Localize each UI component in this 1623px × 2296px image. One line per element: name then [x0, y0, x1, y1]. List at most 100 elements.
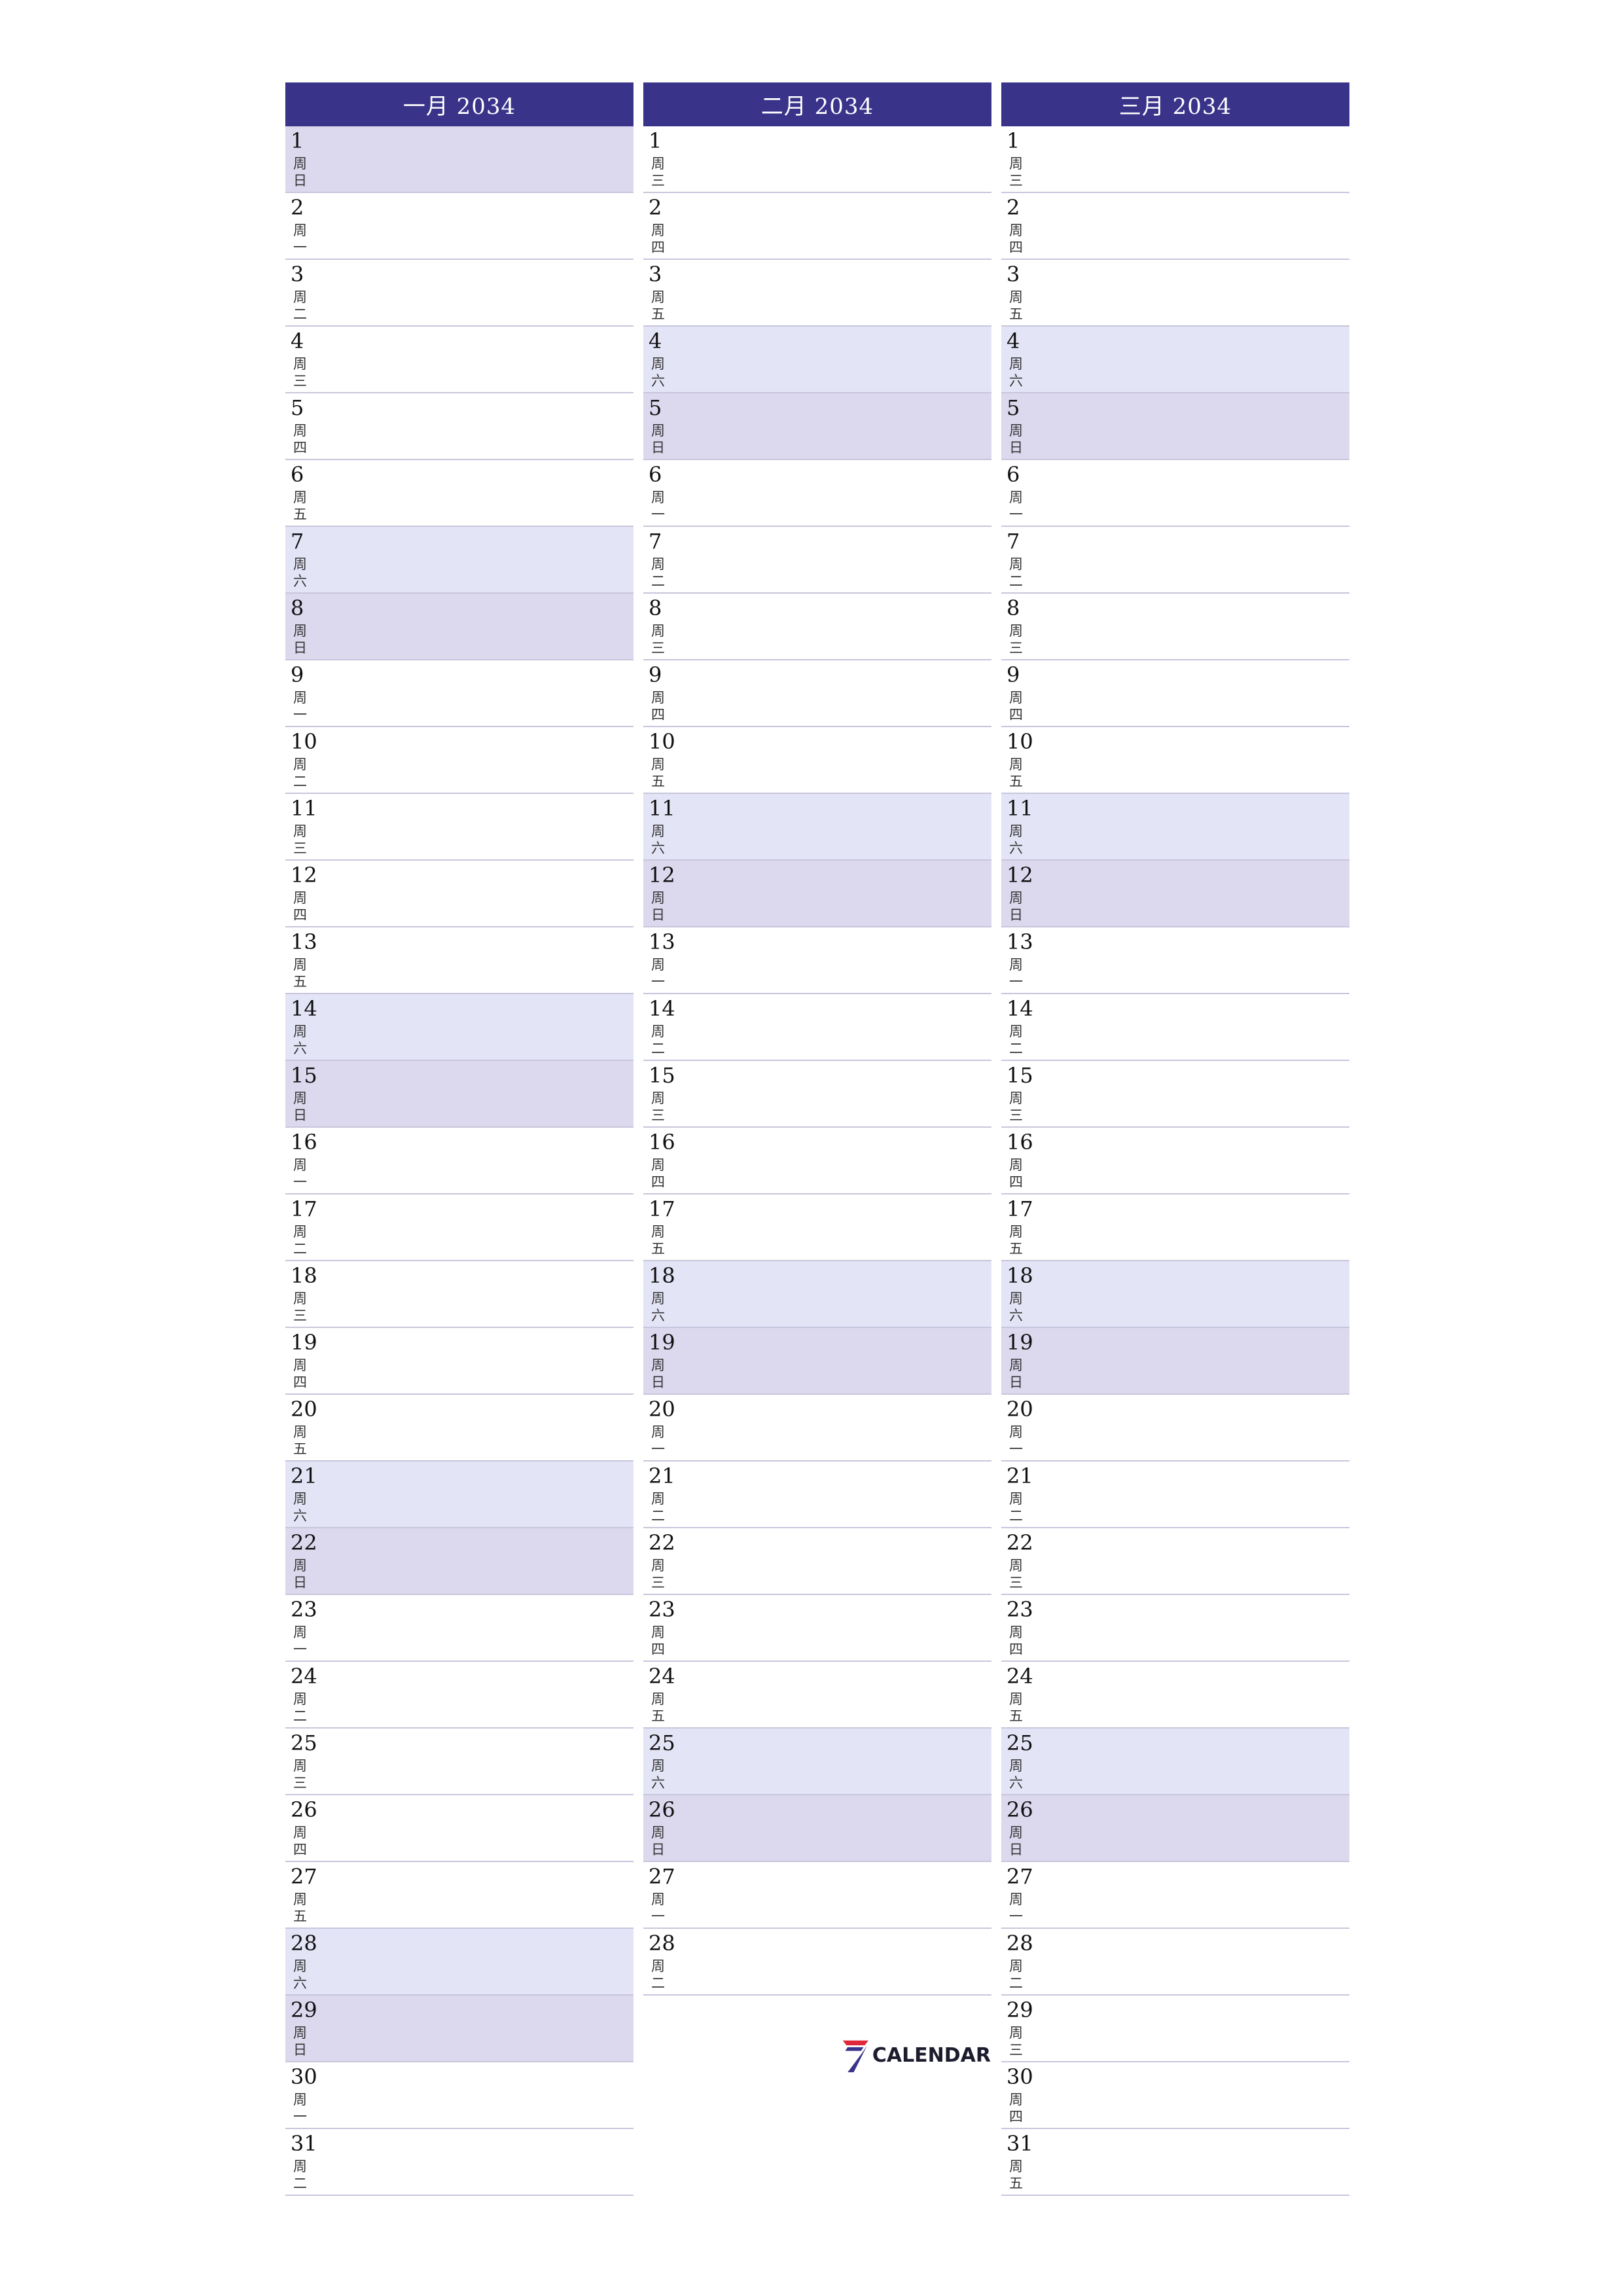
weekday-label: 周四: [1009, 223, 1023, 255]
day-row: 16 周四: [643, 1128, 991, 1194]
day-row: 11 周六: [1001, 794, 1349, 861]
day-number: 10: [291, 729, 317, 754]
day-number: 12: [291, 863, 317, 888]
day-number: 24: [649, 1664, 675, 1689]
day-number: 25: [1007, 1731, 1033, 1755]
weekday-label: 周三: [651, 1090, 665, 1123]
day-number: 25: [649, 1731, 675, 1755]
day-number: 27: [649, 1864, 675, 1889]
day-number: 15: [649, 1063, 675, 1088]
day-number: 3: [1007, 262, 1020, 287]
month-header: 二月 2034: [643, 82, 991, 126]
day-row: 4 周三: [285, 327, 633, 393]
day-row: 15 周三: [643, 1061, 991, 1128]
weekday-label: 周日: [651, 1357, 665, 1390]
day-list: 1 周三 2 周四 3 周五 4 周六 5 周日 6 周一 7 周二 8 周三 9 周四 10 周五 11 周六 12 周日 1…: [1001, 126, 1349, 2196]
weekday-label: 周六: [1009, 356, 1023, 389]
weekday-label: 周日: [293, 156, 307, 188]
day-number: 26: [1007, 1797, 1033, 1822]
day-row: 14 周二: [643, 994, 991, 1061]
day-row: 12 周日: [1001, 861, 1349, 927]
day-number: 14: [649, 996, 675, 1021]
day-row: 7 周二: [1001, 527, 1349, 594]
weekday-label: 周五: [1009, 2159, 1023, 2191]
weekday-label: 周日: [293, 2025, 307, 2058]
weekday-label: 周六: [293, 1958, 307, 1991]
day-row: 28 周二: [643, 1929, 991, 1996]
day-number: 1: [1007, 128, 1020, 153]
weekday-label: 周五: [651, 757, 665, 789]
day-row: 14 周二: [1001, 994, 1349, 1061]
day-number: 29: [1007, 1998, 1033, 2022]
day-number: 20: [649, 1397, 675, 1422]
day-row: 10 周二: [285, 727, 633, 794]
day-row: 21 周六: [285, 1462, 633, 1528]
day-number: 18: [649, 1263, 675, 1288]
weekday-label: 周二: [1009, 1024, 1023, 1056]
weekday-label: 周二: [1009, 1958, 1023, 1991]
day-row: 6 周一: [643, 460, 991, 527]
day-number: 11: [1007, 796, 1033, 821]
day-row: 6 周五: [285, 460, 633, 527]
weekday-label: 周四: [293, 1357, 307, 1390]
day-row: 1 周三: [1001, 126, 1349, 193]
weekday-label: 周一: [293, 2092, 307, 2125]
day-number: 23: [1007, 1597, 1033, 1622]
day-row: 6 周一: [1001, 460, 1349, 527]
day-number: 8: [291, 596, 304, 620]
weekday-label: 周二: [651, 1024, 665, 1056]
day-number: 6: [1007, 462, 1020, 487]
day-row: 2 周四: [643, 193, 991, 260]
day-row: 30 周一: [285, 2062, 633, 2129]
day-row: 16 周一: [285, 1128, 633, 1194]
day-row: 9 周四: [643, 660, 991, 727]
day-row: 18 周三: [285, 1261, 633, 1328]
logo-text: CALENDAR: [872, 2043, 991, 2067]
weekday-label: 周五: [293, 490, 307, 522]
day-number: 4: [1007, 329, 1020, 353]
day-number: 30: [291, 2064, 317, 2089]
day-number: 24: [1007, 1664, 1033, 1689]
day-number: 4: [291, 329, 304, 353]
day-row: 12 周四: [285, 861, 633, 927]
weekday-label: 周四: [651, 1157, 665, 1190]
day-number: 26: [291, 1797, 317, 1822]
day-number: 10: [1007, 729, 1033, 754]
day-number: 3: [649, 262, 662, 287]
weekday-label: 周一: [651, 490, 665, 522]
day-number: 11: [291, 796, 317, 821]
day-number: 31: [1007, 2131, 1033, 2156]
weekday-label: 周四: [651, 690, 665, 723]
weekday-label: 周日: [1009, 423, 1023, 456]
day-row: 22 周三: [1001, 1528, 1349, 1595]
weekday-label: 周三: [651, 623, 665, 656]
weekday-label: 周六: [651, 1758, 665, 1791]
month-column-february: 二月 2034 1 周三 2 周四 3 周五 4 周六 5 周日 6 周一 7 周二 8 周三 9 周四 10 周五 1…: [643, 82, 991, 1996]
day-row: 13 周五: [285, 927, 633, 994]
day-row: 13 周一: [643, 927, 991, 994]
day-number: 7: [1007, 529, 1020, 554]
day-row: 18 周六: [643, 1261, 991, 1328]
day-number: 5: [291, 395, 304, 420]
day-row: 1 周三: [643, 126, 991, 193]
day-row: 22 周日: [285, 1528, 633, 1595]
day-row: 2 周一: [285, 193, 633, 260]
day-number: 8: [649, 596, 662, 620]
weekday-label: 周一: [1009, 957, 1023, 990]
day-number: 15: [291, 1063, 317, 1088]
day-row: 26 周日: [643, 1795, 991, 1862]
day-number: 13: [291, 929, 317, 954]
day-number: 3: [291, 262, 304, 287]
weekday-label: 周三: [293, 823, 307, 856]
weekday-label: 周四: [293, 1825, 307, 1857]
weekday-label: 周四: [293, 890, 307, 923]
day-number: 17: [291, 1196, 317, 1221]
day-row: 25 周六: [643, 1729, 991, 1795]
weekday-label: 周一: [1009, 1892, 1023, 1924]
weekday-label: 周一: [651, 957, 665, 990]
day-row: 22 周三: [643, 1528, 991, 1595]
weekday-label: 周二: [293, 1224, 307, 1257]
day-row: 20 周一: [1001, 1395, 1349, 1462]
weekday-label: 周六: [1009, 1758, 1023, 1791]
weekday-label: 周二: [651, 556, 665, 589]
